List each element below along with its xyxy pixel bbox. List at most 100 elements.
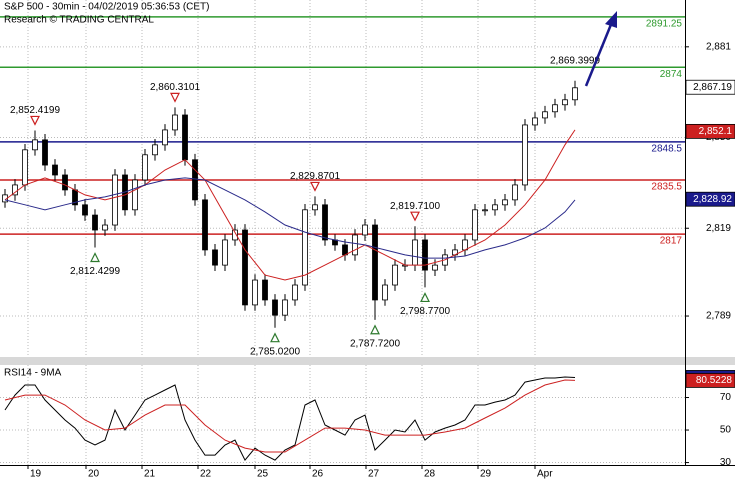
candle-body xyxy=(92,214,98,231)
pivot-marker xyxy=(270,332,280,343)
x-tick-label: 19 xyxy=(30,469,42,480)
candle-body xyxy=(252,279,258,306)
candle-body xyxy=(502,199,508,206)
candle-body xyxy=(112,174,118,226)
price-tag-label: 2,867.19 xyxy=(693,82,732,93)
rsi-title: RSI14 - 9MA xyxy=(4,368,62,379)
x-tick-label: 28 xyxy=(424,469,436,480)
candle-body xyxy=(322,204,328,241)
pivot-label: 2,819.7100 xyxy=(390,201,440,212)
candle-body xyxy=(132,179,138,211)
x-tick-label: 25 xyxy=(257,469,269,480)
candle-body xyxy=(222,239,228,266)
candle-body xyxy=(372,224,378,301)
candle-body xyxy=(472,209,478,241)
level-label: 2874 xyxy=(660,69,683,80)
candle-body xyxy=(432,264,438,271)
chart-title: S&P 500 - 30min - 04/02/2019 05:36:53 (C… xyxy=(4,2,210,13)
pivot-label: 2,829.8701 xyxy=(290,171,340,182)
candle-body xyxy=(382,284,388,301)
pivot-label: 2,869.3999 xyxy=(550,55,600,66)
level-label: 2835.5 xyxy=(651,182,682,193)
price-tag-label: 80.5228 xyxy=(696,375,733,386)
candle-body xyxy=(62,174,68,191)
x-tick-label: 22 xyxy=(200,469,212,480)
y-tick-label: 50 xyxy=(720,425,732,436)
candle-body xyxy=(552,104,558,113)
price-tag-label: 2,852.1 xyxy=(699,126,733,137)
candle-body xyxy=(152,144,158,156)
rsi-line xyxy=(4,376,576,462)
candle-body xyxy=(212,249,218,266)
x-tick-label: 27 xyxy=(368,469,380,480)
candle-body xyxy=(412,239,418,266)
candle-body xyxy=(362,224,368,236)
pivot-label: 2,798.7700 xyxy=(400,306,450,317)
candle-body xyxy=(512,184,518,201)
pivot-label: 2,785.0200 xyxy=(250,346,300,357)
rsi-line xyxy=(4,379,576,453)
y-tick-label: 70 xyxy=(720,392,732,403)
candle-body xyxy=(282,299,288,316)
pivot-label: 2,812.4299 xyxy=(70,266,120,277)
pivot-marker xyxy=(310,181,320,192)
pivot-marker xyxy=(30,115,40,126)
pivot-marker xyxy=(90,252,100,263)
pivot-marker xyxy=(410,211,420,222)
candle-body xyxy=(482,209,488,212)
candle-body xyxy=(422,239,428,271)
candle-body xyxy=(52,164,58,176)
y-tick-label: 2,789 xyxy=(706,311,731,322)
pivot-label: 2,787.7200 xyxy=(350,338,400,349)
candle-body xyxy=(352,234,358,256)
level-label: 2817 xyxy=(660,236,683,247)
candle-body xyxy=(532,117,538,126)
candle-body xyxy=(102,224,108,231)
candle-body xyxy=(202,199,208,251)
x-tick-label: Apr xyxy=(537,469,553,480)
candle-body xyxy=(462,239,468,251)
candle-body xyxy=(162,129,168,146)
candle-body xyxy=(142,154,148,181)
x-tick-label: 29 xyxy=(480,469,492,480)
pivot-label: 2,860.3101 xyxy=(150,82,200,93)
candle-body xyxy=(342,244,348,256)
candle-body xyxy=(42,139,48,166)
chart-subtitle: Research © TRADING CENTRAL xyxy=(4,15,154,26)
level-label: 2848.5 xyxy=(651,144,682,155)
candle-body xyxy=(302,209,308,286)
candle-body xyxy=(232,229,238,241)
candle-body xyxy=(562,99,568,106)
moving-average xyxy=(4,177,576,259)
candle-body xyxy=(22,149,28,186)
pivot-marker xyxy=(370,324,380,335)
candle-body xyxy=(542,111,548,119)
candle-body xyxy=(192,159,198,201)
candle-body xyxy=(392,264,398,286)
price-tag-label: 2,828.92 xyxy=(693,194,732,205)
pivot-label: 2,852.4199 xyxy=(10,105,60,116)
candle-body xyxy=(312,204,318,211)
pivot-marker xyxy=(420,292,430,303)
y-tick-label: 30 xyxy=(720,457,732,468)
y-tick-label: 2,881 xyxy=(706,41,731,52)
x-tick-label: 26 xyxy=(312,469,324,480)
candle-body xyxy=(272,299,278,316)
x-tick-label: 20 xyxy=(88,469,100,480)
candle-body xyxy=(572,87,578,101)
candle-body xyxy=(82,204,88,216)
candle-body xyxy=(262,279,268,301)
moving-average xyxy=(4,129,576,281)
candle-body xyxy=(492,204,498,211)
candle-body xyxy=(522,124,528,186)
forecast-arrow xyxy=(584,21,614,87)
x-tick-label: 21 xyxy=(144,469,156,480)
candle-body xyxy=(182,114,188,161)
forecast-arrowhead xyxy=(605,11,617,28)
level-label: 2891.25 xyxy=(646,18,683,29)
y-tick-label: 2,819 xyxy=(706,223,731,234)
pivot-marker xyxy=(170,92,180,103)
